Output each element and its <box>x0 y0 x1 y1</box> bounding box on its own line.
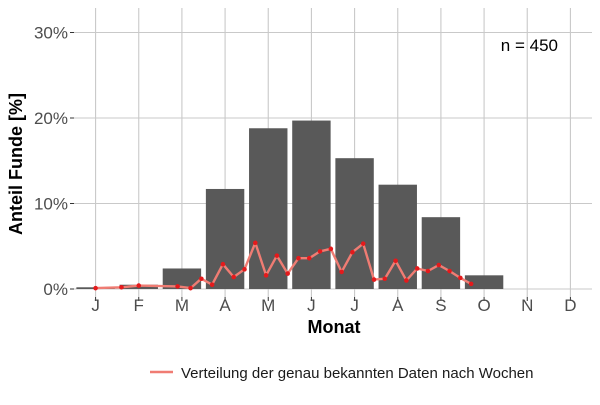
weekly-point <box>199 276 204 282</box>
weekly-point <box>285 271 290 276</box>
x-tick-label: A <box>219 296 231 315</box>
weekly-point <box>209 282 215 288</box>
weekly-point <box>242 267 247 272</box>
x-tick-label: S <box>435 296 446 315</box>
x-axis-title: Monat <box>308 317 361 337</box>
y-axis-title: Anteil Funde [%] <box>6 93 26 235</box>
weekly-point <box>436 262 442 268</box>
x-tick-label: J <box>350 296 359 315</box>
weekly-point <box>296 255 301 261</box>
weekly-point <box>253 240 258 246</box>
weekly-point <box>360 241 366 246</box>
legend-label: Verteilung der genau bekannten Daten nac… <box>181 365 534 382</box>
weekly-point <box>458 275 463 281</box>
weekly-point <box>119 284 124 290</box>
bar <box>421 217 461 289</box>
weekly-point <box>447 268 452 274</box>
weekly-point <box>328 246 334 252</box>
bar <box>378 184 417 289</box>
sample-size-annotation: n = 450 <box>501 36 558 55</box>
bar <box>335 158 374 289</box>
x-tick-label: A <box>392 296 404 315</box>
y-tick-label: 20% <box>34 109 68 128</box>
bar <box>205 188 245 289</box>
x-tick-label: F <box>134 296 144 315</box>
legend: Verteilung der genau bekannten Daten nac… <box>150 365 534 382</box>
weekly-point <box>306 255 312 261</box>
weekly-point <box>414 266 420 271</box>
weekly-point <box>404 278 409 283</box>
weekly-point <box>317 249 323 254</box>
y-tick-labels: 0% 10% 20% 30% <box>34 24 74 299</box>
bar <box>292 120 331 289</box>
bar <box>464 275 504 289</box>
x-tick-label: N <box>521 296 533 315</box>
bars <box>76 120 504 289</box>
y-tick-label: 30% <box>34 24 68 43</box>
weekly-point <box>93 285 98 291</box>
x-tick-label: J <box>91 296 100 315</box>
x-tick-label: J <box>307 296 316 315</box>
weekly-point <box>339 269 344 275</box>
x-tick-label: O <box>477 296 490 315</box>
weekly-point <box>175 284 180 289</box>
weekly-point <box>136 283 142 288</box>
x-tick-label: D <box>564 296 576 315</box>
x-tick-label: M <box>175 296 189 315</box>
weekly-point <box>425 268 431 274</box>
weekly-point <box>274 253 280 258</box>
y-tick-label: 0% <box>43 280 68 299</box>
weekly-point <box>468 281 474 287</box>
weekly-point <box>350 249 355 255</box>
weekly-point <box>263 273 269 278</box>
weekly-point <box>371 277 377 282</box>
weekly-point <box>231 274 237 280</box>
weekly-points <box>93 240 474 291</box>
weekly-point <box>220 261 226 267</box>
weekly-point <box>382 276 388 282</box>
y-tick-label: 10% <box>34 195 68 214</box>
weekly-point <box>393 258 398 264</box>
bar <box>162 268 202 289</box>
x-tick-label: M <box>261 296 275 315</box>
weekly-point <box>188 285 193 291</box>
